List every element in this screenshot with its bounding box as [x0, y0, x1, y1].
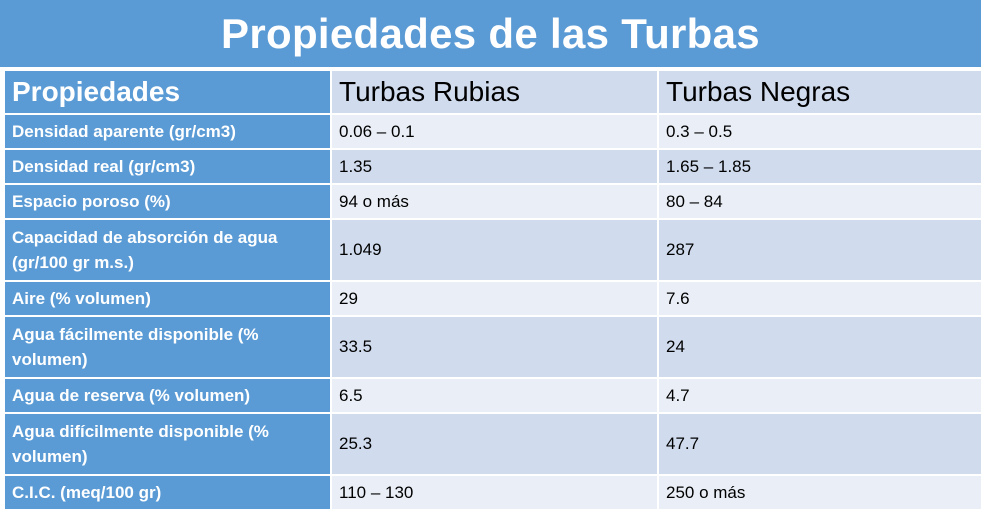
row-label: Densidad real (gr/cm3)	[5, 150, 330, 183]
cell-rubias: 0.06 – 0.1	[332, 115, 657, 148]
cell-rubias: 110 – 130	[332, 476, 657, 509]
table-row: Espacio poroso (%) 94 o más 80 – 84	[5, 185, 981, 218]
row-label: Densidad aparente (gr/cm3)	[5, 115, 330, 148]
cell-rubias: 1.35	[332, 150, 657, 183]
row-label: Espacio poroso (%)	[5, 185, 330, 218]
table-row: Agua fácilmente disponible (% volumen) 3…	[5, 317, 981, 377]
row-label: C.I.C. (meq/100 gr)	[5, 476, 330, 509]
cell-rubias: 29	[332, 282, 657, 315]
row-label: Aire (% volumen)	[5, 282, 330, 315]
cell-negras: 1.65 – 1.85	[659, 150, 981, 183]
table-row: C.I.C. (meq/100 gr) 110 – 130 250 o más	[5, 476, 981, 509]
properties-table: Propiedades Turbas Rubias Turbas Negras …	[3, 69, 981, 511]
page-title: Propiedades de las Turbas	[221, 9, 760, 57]
table-row: Densidad aparente (gr/cm3) 0.06 – 0.1 0.…	[5, 115, 981, 148]
cell-negras: 4.7	[659, 379, 981, 412]
table-body: Densidad aparente (gr/cm3) 0.06 – 0.1 0.…	[5, 115, 981, 509]
table-row: Capacidad de absorción de agua (gr/100 g…	[5, 220, 981, 280]
table-row: Agua difícilmente disponible (% volumen)…	[5, 414, 981, 474]
cell-negras: 250 o más	[659, 476, 981, 509]
cell-negras: 0.3 – 0.5	[659, 115, 981, 148]
header-turbas-rubias: Turbas Rubias	[332, 71, 657, 113]
table-header: Propiedades Turbas Rubias Turbas Negras	[5, 71, 981, 113]
row-label: Capacidad de absorción de agua (gr/100 g…	[5, 220, 330, 280]
row-label: Agua fácilmente disponible (% volumen)	[5, 317, 330, 377]
cell-negras: 287	[659, 220, 981, 280]
cell-rubias: 1.049	[332, 220, 657, 280]
table-row: Aire (% volumen) 29 7.6	[5, 282, 981, 315]
header-turbas-negras: Turbas Negras	[659, 71, 981, 113]
cell-rubias: 94 o más	[332, 185, 657, 218]
title-bar: Propiedades de las Turbas	[0, 0, 981, 67]
table-row: Densidad real (gr/cm3) 1.35 1.65 – 1.85	[5, 150, 981, 183]
cell-rubias: 33.5	[332, 317, 657, 377]
cell-negras: 80 – 84	[659, 185, 981, 218]
row-label: Agua difícilmente disponible (% volumen)	[5, 414, 330, 474]
cell-negras: 47.7	[659, 414, 981, 474]
header-properties: Propiedades	[5, 71, 330, 113]
table-row: Agua de reserva (% volumen) 6.5 4.7	[5, 379, 981, 412]
cell-negras: 7.6	[659, 282, 981, 315]
cell-rubias: 6.5	[332, 379, 657, 412]
cell-rubias: 25.3	[332, 414, 657, 474]
row-label: Agua de reserva (% volumen)	[5, 379, 330, 412]
cell-negras: 24	[659, 317, 981, 377]
